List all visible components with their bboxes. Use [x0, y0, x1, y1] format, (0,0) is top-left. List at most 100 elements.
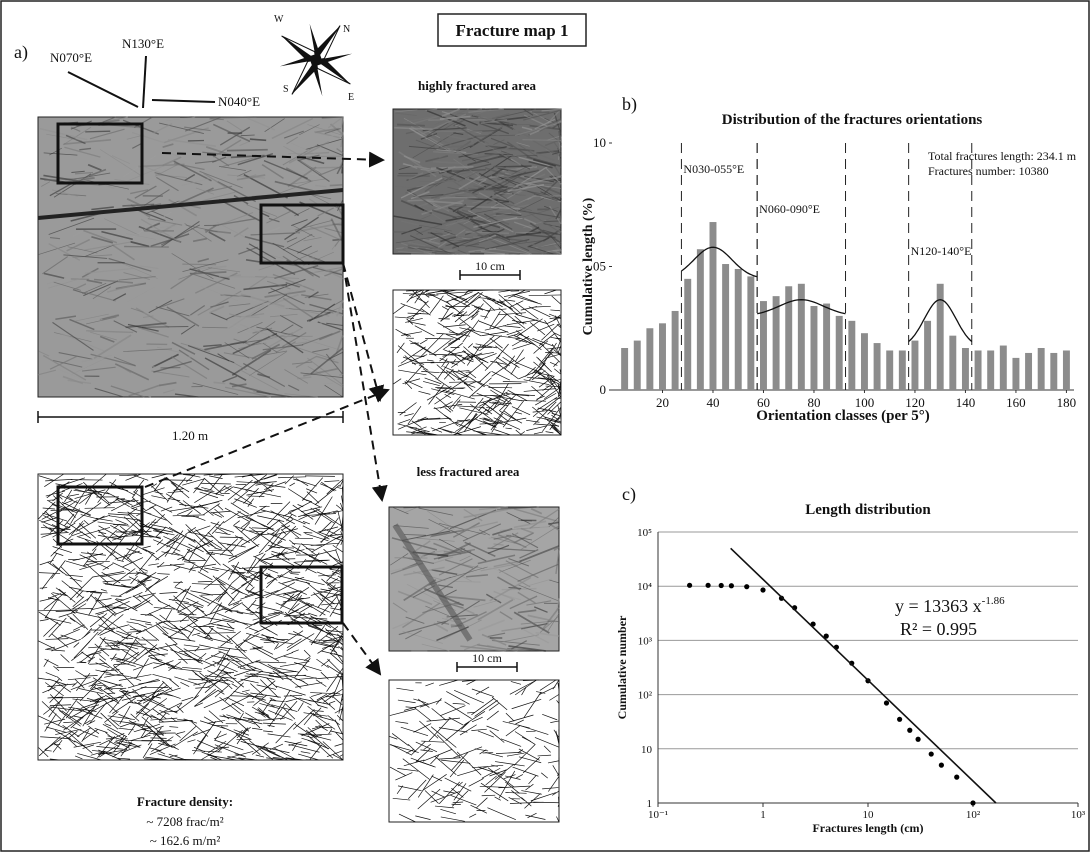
fracture-trace: [219, 527, 235, 533]
fracture-trace: [241, 689, 250, 693]
fracture-trace: [250, 673, 274, 676]
fracture-trace: [105, 535, 126, 561]
fracture-trace: [289, 482, 296, 487]
fracture-trace: [283, 655, 309, 662]
rock-texture: [444, 589, 457, 597]
fracture-trace: [196, 499, 223, 509]
fracture-trace: [118, 735, 125, 744]
orientation-label: N040°E: [218, 94, 260, 109]
rock-texture: [522, 208, 562, 234]
rock-texture: [427, 510, 455, 530]
rock-texture: [438, 558, 473, 576]
rock-texture: [324, 227, 344, 234]
fracture-trace: [219, 697, 241, 715]
rock-texture: [150, 233, 190, 247]
rock-texture: [555, 251, 562, 255]
fracture-trace: [511, 406, 531, 416]
fracture-trace: [284, 609, 299, 618]
rock-texture: [481, 633, 507, 646]
rock-texture: [425, 108, 438, 111]
rock-texture: [558, 130, 562, 145]
rock-texture: [536, 149, 562, 155]
rock-texture: [468, 210, 492, 223]
fracture-trace: [194, 492, 212, 503]
bar: [810, 306, 818, 390]
fracture-trace: [114, 642, 139, 650]
rock-texture: [519, 549, 539, 559]
fracture-trace: [204, 489, 215, 493]
rock-texture: [510, 158, 522, 166]
fracture-trace: [217, 654, 225, 666]
fracture-trace: [102, 752, 117, 755]
fracture-trace: [463, 350, 474, 361]
rock-texture: [420, 168, 438, 173]
fracture-trace: [109, 690, 129, 714]
fracture-trace: [242, 473, 255, 478]
fracture-trace: [336, 673, 344, 681]
fracture-trace: [249, 718, 261, 729]
fracture-trace: [207, 670, 235, 683]
fracture-trace: [299, 603, 314, 614]
fracture-trace: [319, 593, 335, 605]
rock-texture: [204, 224, 217, 234]
fracture-trace: [49, 704, 72, 706]
fracture-trace: [328, 533, 344, 537]
fracture-trace: [414, 325, 435, 337]
rock-texture: [441, 108, 460, 118]
rock-texture: [437, 137, 464, 151]
rock-texture: [454, 124, 482, 135]
fracture-trace: [91, 750, 108, 753]
rock-texture: [523, 218, 537, 225]
fracture-trace: [256, 660, 283, 674]
x-tick-label: 140: [956, 395, 976, 410]
fracture-trace: [419, 720, 439, 739]
rock-texture: [547, 108, 562, 124]
rock-texture: [513, 508, 559, 523]
fracture-trace: [82, 729, 98, 741]
fracture-trace: [130, 723, 152, 728]
bar: [835, 315, 843, 390]
rock-texture: [440, 236, 457, 243]
fracture-trace: [79, 684, 97, 702]
rock-texture: [91, 235, 114, 244]
fracture-trace: [312, 733, 332, 736]
fracture-trace: [554, 397, 562, 400]
rock-texture: [513, 532, 534, 544]
rock-texture: [453, 132, 464, 135]
rock-texture: [130, 307, 144, 313]
rock-texture: [37, 242, 76, 255]
fracture-trace: [262, 717, 285, 721]
rock-texture: [297, 159, 330, 182]
data-point: [907, 727, 913, 733]
fracture-trace: [484, 772, 506, 793]
rock-texture: [143, 189, 170, 206]
fracture-trace: [181, 556, 209, 573]
fracture-trace: [104, 694, 120, 704]
fracture-trace: [391, 733, 409, 746]
fracture-trace: [114, 742, 140, 748]
fracture-trace: [153, 662, 165, 666]
fracture-trace: [418, 364, 429, 371]
fracture-trace: [109, 515, 142, 521]
fracture-trace: [80, 654, 91, 663]
fracture-trace: [255, 754, 265, 758]
fracture-trace: [300, 506, 323, 513]
rock-texture: [393, 507, 409, 515]
fracture-trace: [43, 621, 59, 637]
fracture-trace: [474, 699, 498, 717]
fracture-trace: [72, 553, 104, 562]
fracture-trace: [333, 510, 344, 513]
annotation: Total fractures length: 234.1 m: [928, 149, 1077, 163]
rock-texture: [508, 586, 522, 589]
rock-texture: [490, 137, 514, 148]
rock-texture: [239, 323, 276, 339]
fracture-trace: [444, 777, 472, 792]
rock-texture: [223, 352, 260, 360]
fracture-trace: [310, 625, 326, 646]
fracture-trace: [429, 293, 450, 304]
fracture-trace: [389, 708, 416, 716]
fracture-trace: [468, 289, 494, 292]
fracture-trace: [394, 316, 415, 319]
rock-texture: [40, 181, 51, 187]
fracture-trace: [72, 726, 99, 738]
